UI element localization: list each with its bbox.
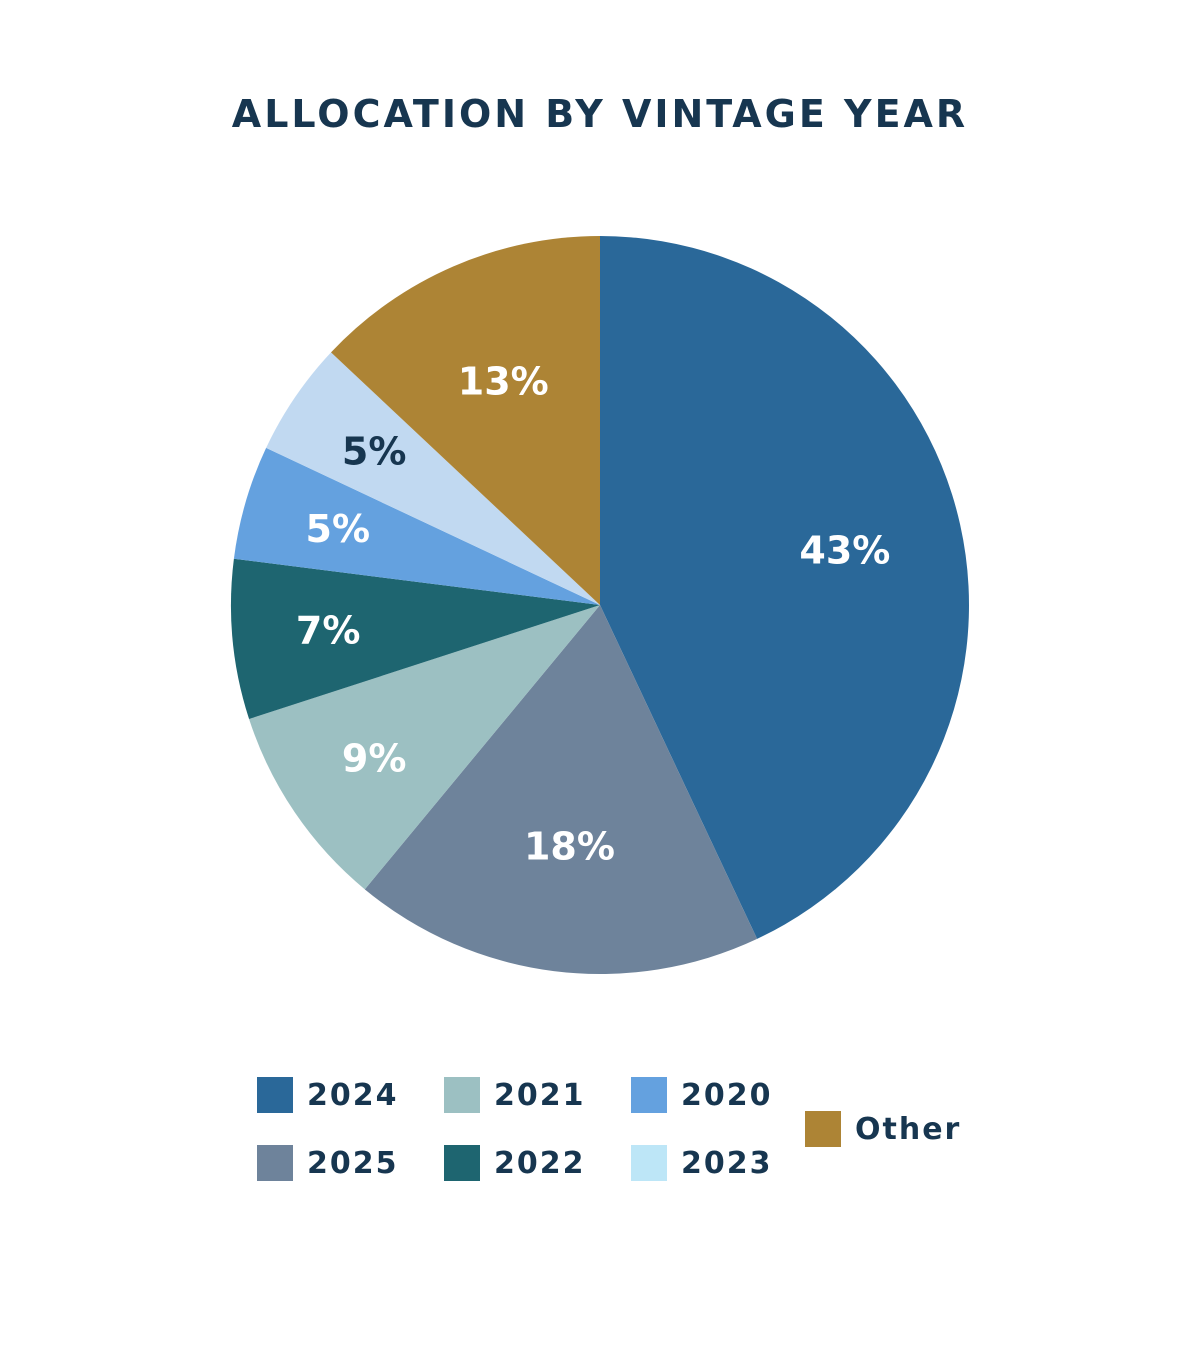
slice-label-2022: 7% [296,609,361,653]
legend-item-2022: 2022 [444,1145,586,1181]
legend-label: 2024 [307,1077,399,1113]
legend-label: 2021 [494,1077,586,1113]
legend-label: 2020 [681,1077,773,1113]
legend-swatch [631,1077,667,1113]
slice-label-2020: 5% [306,507,371,551]
legend-item-2021: 2021 [444,1077,586,1113]
legend-swatch [631,1145,667,1181]
legend-label: 2023 [681,1145,773,1181]
chart-title: ALLOCATION BY VINTAGE YEAR [231,92,969,136]
pie-slice-2025 [364,605,758,974]
pie-slice-other [331,236,600,605]
pie-slice-2022 [230,558,600,720]
slice-label-2025: 18% [524,825,615,869]
slice-label-2021: 9% [342,736,407,780]
slice-label-2023: 5% [342,430,407,474]
slice-label-2024: 43% [799,528,890,572]
legend-item-2020: 2020 [631,1077,773,1113]
slice-label-other: 13% [458,359,549,403]
legend-label: 2025 [307,1145,399,1181]
legend-item-2024: 2024 [257,1077,399,1113]
legend-swatch [805,1111,841,1147]
legend-swatch [444,1145,480,1181]
legend-label: Other [855,1111,962,1147]
pie-slice-2021 [249,605,600,890]
pie-slice-2020 [233,447,600,605]
pie-slice-2024 [600,236,969,939]
legend-swatch [257,1145,293,1181]
legend-swatch [257,1077,293,1113]
legend-swatch [444,1077,480,1113]
legend-item-2025: 2025 [257,1145,399,1181]
legend-item-2023: 2023 [631,1145,773,1181]
legend-label: 2022 [494,1145,586,1181]
pie-slice-2023 [266,352,600,605]
legend-item-other: Other [805,1111,961,1147]
